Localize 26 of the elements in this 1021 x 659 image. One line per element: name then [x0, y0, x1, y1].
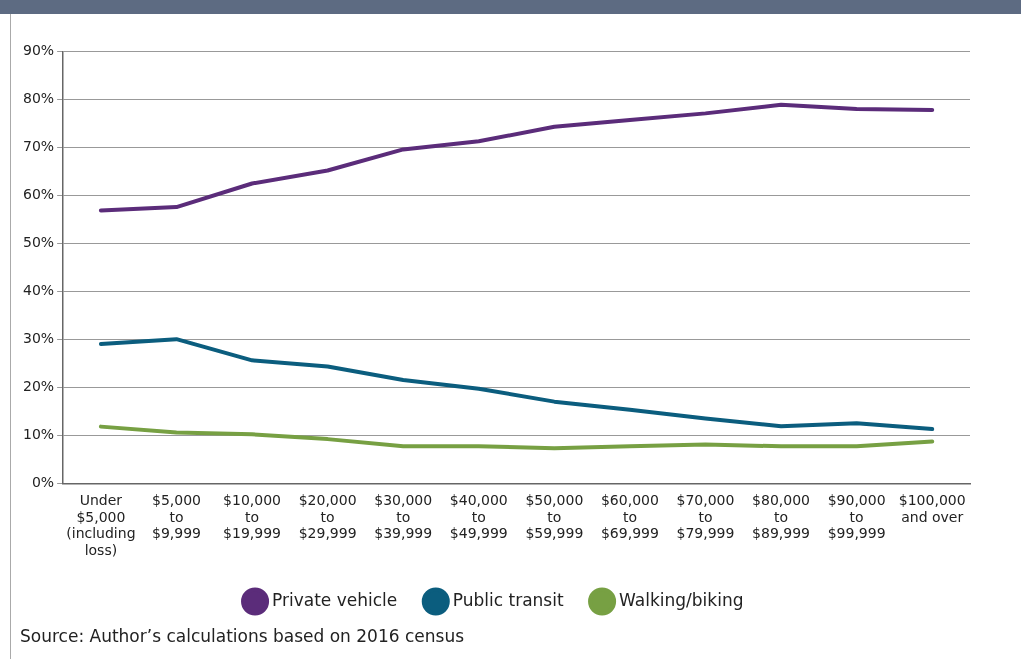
x-tick-label: $10,000 to $19,999 [223, 491, 281, 542]
x-tick-label: $50,000 to $59,999 [525, 491, 584, 542]
y-tick-label: 10% [22, 426, 55, 443]
y-tick-label: 20% [22, 378, 55, 395]
x-tick-label: $30,000 to $39,999 [374, 491, 433, 542]
y-tick-label: 50% [22, 234, 55, 251]
legend-label: Private vehicle [272, 589, 398, 610]
source-note: Source: Author’s calculations based on 2016 census [20, 626, 465, 646]
y-tick-label: 30% [22, 330, 55, 347]
x-tick-label: $20,000 to $29,999 [298, 491, 357, 542]
y-tick-label: 60% [22, 186, 55, 203]
x-tick-label: $70,000 to $79,999 [676, 491, 735, 542]
x-tick-label: $80,000 to $89,999 [752, 491, 811, 542]
x-tick-label: $40,000 to $49,999 [449, 491, 508, 542]
x-tick-label: $100,000 and over [898, 491, 966, 525]
y-tick-label: 0% [31, 474, 55, 491]
x-tick-label: Under $5,000 (including loss) [66, 491, 136, 559]
y-tick-label: 90% [22, 42, 55, 59]
legend-label: Walking/biking [619, 589, 744, 610]
x-tick-label: $60,000 to $69,999 [600, 491, 659, 542]
x-tick-label: $5,000 to $9,999 [151, 491, 201, 542]
y-tick-label: 40% [22, 282, 55, 299]
legend-label: Public transit [452, 589, 564, 610]
x-tick-label: $90,000 to $99,999 [827, 491, 886, 542]
y-tick-label: 70% [22, 138, 55, 155]
y-tick-label: 80% [22, 90, 55, 107]
